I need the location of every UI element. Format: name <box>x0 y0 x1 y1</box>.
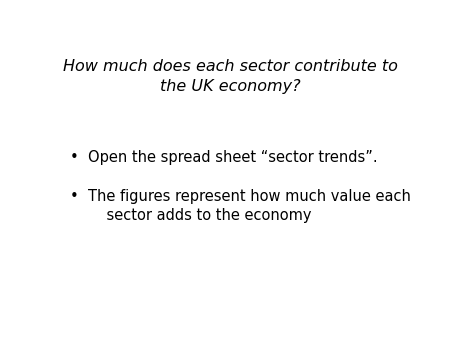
Text: •: • <box>70 150 79 165</box>
Text: The figures represent how much value each
    sector adds to the economy: The figures represent how much value eac… <box>88 189 410 223</box>
Text: How much does each sector contribute to
the UK economy?: How much does each sector contribute to … <box>63 59 398 94</box>
Text: Open the spread sheet “sector trends”.: Open the spread sheet “sector trends”. <box>88 150 377 165</box>
Text: •: • <box>70 189 79 204</box>
